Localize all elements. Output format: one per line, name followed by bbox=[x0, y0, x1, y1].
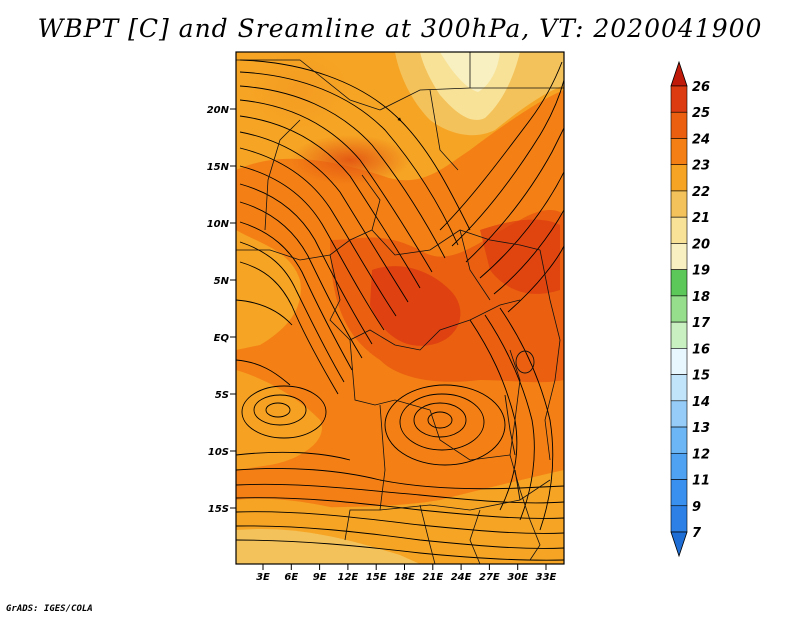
colorbar: 26 25 24 23 22 21 20 19 18 17 16 15 14 13 12 11 9 7 bbox=[670, 60, 711, 558]
map-title: WBPT [C] and Sreamline at 300hPa, VT: 20… bbox=[37, 14, 763, 43]
latitude-axis: 20N 15N 10N 5N EQ 5S 10S 15S bbox=[207, 105, 236, 515]
map-frame bbox=[235, 51, 565, 565]
lat-tick-label: 15S bbox=[208, 504, 229, 515]
lon-tick-label: 3E bbox=[256, 572, 270, 583]
colorbar-label: 20 bbox=[692, 237, 710, 252]
grads-credit: GrADS: IGES/COLA bbox=[6, 604, 93, 614]
lon-tick-label: 15E bbox=[366, 572, 387, 583]
streamlines bbox=[236, 59, 564, 561]
colorbar-segment bbox=[670, 400, 688, 428]
colorbar-label: 18 bbox=[692, 290, 710, 305]
lon-tick-label: 6E bbox=[284, 572, 298, 583]
colorbar-segment bbox=[670, 426, 688, 454]
colorbar-segment bbox=[670, 190, 688, 218]
colorbar-segment bbox=[670, 452, 688, 480]
lon-tick-label: 30E bbox=[507, 572, 528, 583]
colorbar-label: 23 bbox=[692, 159, 710, 174]
lat-tick-label: EQ bbox=[214, 333, 230, 344]
colorbar-label: 12 bbox=[692, 447, 710, 462]
colorbar-label: 11 bbox=[692, 474, 710, 489]
lon-tick-label: 24E bbox=[451, 572, 472, 583]
lon-tick-label: 18E bbox=[394, 572, 415, 583]
colorbar-label: 15 bbox=[692, 369, 710, 384]
colorbar-label: 9 bbox=[692, 500, 701, 515]
colorbar-label: 16 bbox=[692, 342, 710, 357]
colorbar-segment bbox=[670, 85, 688, 113]
colorbar-segment bbox=[670, 505, 688, 533]
colorbar-label: 13 bbox=[692, 421, 710, 436]
colorbar-segment bbox=[670, 138, 688, 166]
colorbar-segment bbox=[670, 479, 688, 507]
colorbar-segment bbox=[670, 164, 688, 192]
lon-tick-label: 9E bbox=[313, 572, 327, 583]
colorbar-segment bbox=[670, 269, 688, 297]
colorbar-segment bbox=[670, 111, 688, 139]
lat-tick-label: 5S bbox=[215, 390, 229, 401]
colorbar-label: 25 bbox=[692, 106, 710, 121]
colorbar-label: 26 bbox=[692, 80, 710, 95]
colorbar-top-arrow bbox=[670, 60, 688, 87]
lon-tick-label: 21E bbox=[422, 572, 443, 583]
colorbar-segment bbox=[670, 216, 688, 244]
colorbar-label: 7 bbox=[692, 526, 702, 541]
longitude-axis: 3E 6E 9E 12E 15E 18E 21E 24E 27E 30E 33E bbox=[256, 564, 557, 583]
colorbar-label: 17 bbox=[692, 316, 711, 331]
colorbar-label: 21 bbox=[692, 211, 710, 226]
colorbar-label: 19 bbox=[692, 264, 710, 279]
lon-tick-label: 27E bbox=[479, 572, 500, 583]
lon-tick-label: 33E bbox=[536, 572, 557, 583]
lat-tick-label: 10N bbox=[207, 219, 230, 230]
lat-tick-label: 10S bbox=[208, 447, 229, 458]
colorbar-segment bbox=[670, 348, 688, 375]
country-borders bbox=[236, 52, 564, 564]
lakes bbox=[504, 350, 535, 501]
lat-tick-label: 5N bbox=[214, 276, 230, 287]
colorbar-label: 22 bbox=[692, 185, 710, 200]
lat-tick-label: 15N bbox=[207, 162, 230, 173]
colorbar-segment bbox=[670, 243, 688, 270]
colorbar-label: 14 bbox=[692, 395, 710, 410]
wbpt-map bbox=[236, 52, 564, 564]
lat-tick-label: 20N bbox=[207, 105, 230, 116]
colorbar-label: 24 bbox=[692, 132, 710, 147]
colorbar-segment bbox=[670, 295, 688, 323]
colorbar-segment bbox=[670, 374, 688, 402]
lon-tick-label: 12E bbox=[338, 572, 359, 583]
colorbar-bottom-arrow bbox=[670, 531, 688, 558]
colorbar-segment bbox=[670, 321, 688, 349]
